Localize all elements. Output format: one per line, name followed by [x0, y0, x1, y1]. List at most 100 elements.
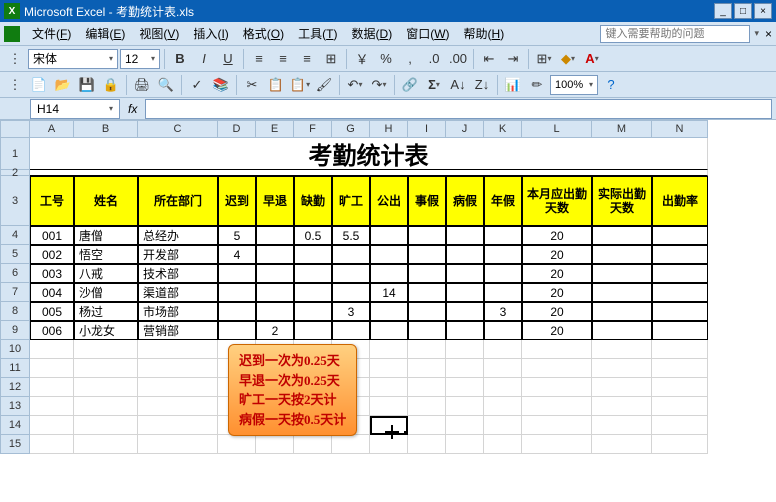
- data-cell[interactable]: [408, 245, 446, 264]
- menu-view[interactable]: 视图(V): [133, 23, 185, 44]
- data-cell[interactable]: 八戒: [74, 264, 138, 283]
- col-head-I[interactable]: I: [408, 120, 446, 138]
- data-cell[interactable]: [218, 302, 256, 321]
- empty-cell[interactable]: [652, 416, 708, 435]
- col-head-N[interactable]: N: [652, 120, 708, 138]
- data-cell[interactable]: 3: [484, 302, 522, 321]
- header-cell[interactable]: 事假: [408, 176, 446, 226]
- empty-cell[interactable]: [30, 435, 74, 454]
- empty-cell[interactable]: [484, 416, 522, 435]
- percent-button[interactable]: %: [375, 48, 397, 70]
- dec-decimal-button[interactable]: .00: [447, 48, 469, 70]
- col-head-K[interactable]: K: [484, 120, 522, 138]
- data-cell[interactable]: [592, 302, 652, 321]
- empty-cell[interactable]: [446, 378, 484, 397]
- data-cell[interactable]: [332, 321, 370, 340]
- data-cell[interactable]: [408, 302, 446, 321]
- print-button[interactable]: 🖨: [131, 74, 153, 96]
- empty-cell[interactable]: [30, 397, 74, 416]
- col-head-L[interactable]: L: [522, 120, 592, 138]
- row-head-5[interactable]: 5: [0, 245, 30, 264]
- restore-button[interactable]: □: [734, 3, 752, 19]
- fx-icon[interactable]: fx: [128, 102, 137, 116]
- dec-indent-button[interactable]: ⇤: [478, 48, 500, 70]
- data-cell[interactable]: [294, 245, 332, 264]
- empty-cell[interactable]: [408, 359, 446, 378]
- data-cell[interactable]: [592, 264, 652, 283]
- data-cell[interactable]: [256, 264, 294, 283]
- data-cell[interactable]: [446, 302, 484, 321]
- empty-cell[interactable]: [484, 397, 522, 416]
- data-cell[interactable]: [370, 302, 408, 321]
- data-cell[interactable]: [484, 226, 522, 245]
- data-cell[interactable]: 20: [522, 321, 592, 340]
- empty-cell[interactable]: [30, 359, 74, 378]
- help-search-input[interactable]: [600, 25, 750, 43]
- empty-cell[interactable]: [652, 397, 708, 416]
- data-cell[interactable]: [294, 264, 332, 283]
- empty-cell[interactable]: [446, 435, 484, 454]
- align-center-button[interactable]: ≡: [272, 48, 294, 70]
- data-cell[interactable]: [370, 264, 408, 283]
- row-head-11[interactable]: 11: [0, 359, 30, 378]
- header-cell[interactable]: 年假: [484, 176, 522, 226]
- data-cell[interactable]: [332, 264, 370, 283]
- empty-cell[interactable]: [446, 340, 484, 359]
- empty-cell[interactable]: [484, 340, 522, 359]
- preview-button[interactable]: 🔍: [155, 74, 177, 96]
- empty-cell[interactable]: [370, 378, 408, 397]
- menu-data[interactable]: 数据(D): [346, 23, 399, 44]
- data-cell[interactable]: 005: [30, 302, 74, 321]
- hyperlink-button[interactable]: 🔗: [399, 74, 421, 96]
- data-cell[interactable]: 20: [522, 245, 592, 264]
- empty-cell[interactable]: [446, 416, 484, 435]
- empty-cell[interactable]: [138, 435, 218, 454]
- data-cell[interactable]: 开发部: [138, 245, 218, 264]
- border-button[interactable]: ⊞▾: [533, 48, 555, 70]
- data-cell[interactable]: 3: [332, 302, 370, 321]
- sort-desc-button[interactable]: Z↓: [471, 74, 493, 96]
- col-head-M[interactable]: M: [592, 120, 652, 138]
- redo-button[interactable]: ↷▾: [368, 74, 390, 96]
- doc-close-button[interactable]: ×: [765, 27, 772, 41]
- data-cell[interactable]: 002: [30, 245, 74, 264]
- data-cell[interactable]: 悟空: [74, 245, 138, 264]
- sort-asc-button[interactable]: A↓: [447, 74, 469, 96]
- empty-cell[interactable]: [522, 416, 592, 435]
- empty-cell[interactable]: [408, 435, 446, 454]
- undo-button[interactable]: ↶▾: [344, 74, 366, 96]
- data-cell[interactable]: 0.5: [294, 226, 332, 245]
- select-all-corner[interactable]: [0, 120, 30, 138]
- header-cell[interactable]: 工号: [30, 176, 74, 226]
- empty-cell[interactable]: [370, 340, 408, 359]
- row-head-3[interactable]: 3: [0, 176, 30, 226]
- empty-cell[interactable]: [294, 435, 332, 454]
- zoom-select[interactable]: 100%▾: [550, 75, 598, 95]
- empty-cell[interactable]: [592, 359, 652, 378]
- empty-cell[interactable]: [652, 435, 708, 454]
- data-cell[interactable]: 5: [218, 226, 256, 245]
- header-cell[interactable]: 实际出勤天数: [592, 176, 652, 226]
- empty-cell[interactable]: [522, 397, 592, 416]
- data-cell[interactable]: 总经办: [138, 226, 218, 245]
- data-cell[interactable]: [484, 283, 522, 302]
- empty-cell[interactable]: [30, 340, 74, 359]
- empty-cell[interactable]: [370, 416, 408, 435]
- data-cell[interactable]: [370, 226, 408, 245]
- col-head-H[interactable]: H: [370, 120, 408, 138]
- empty-cell[interactable]: [652, 340, 708, 359]
- new-button[interactable]: 📄: [28, 74, 50, 96]
- row-head-8[interactable]: 8: [0, 302, 30, 321]
- fill-color-button[interactable]: ◆▾: [557, 48, 579, 70]
- copy-button[interactable]: 📋: [265, 74, 287, 96]
- empty-cell[interactable]: [522, 378, 592, 397]
- row-head-6[interactable]: 6: [0, 264, 30, 283]
- comma-button[interactable]: ,: [399, 48, 421, 70]
- header-cell[interactable]: 本月应出勤天数: [522, 176, 592, 226]
- col-head-C[interactable]: C: [138, 120, 218, 138]
- currency-button[interactable]: ￥: [351, 48, 373, 70]
- row-head-4[interactable]: 4: [0, 226, 30, 245]
- permission-button[interactable]: 🔒: [100, 74, 122, 96]
- data-cell[interactable]: [592, 321, 652, 340]
- data-cell[interactable]: [484, 264, 522, 283]
